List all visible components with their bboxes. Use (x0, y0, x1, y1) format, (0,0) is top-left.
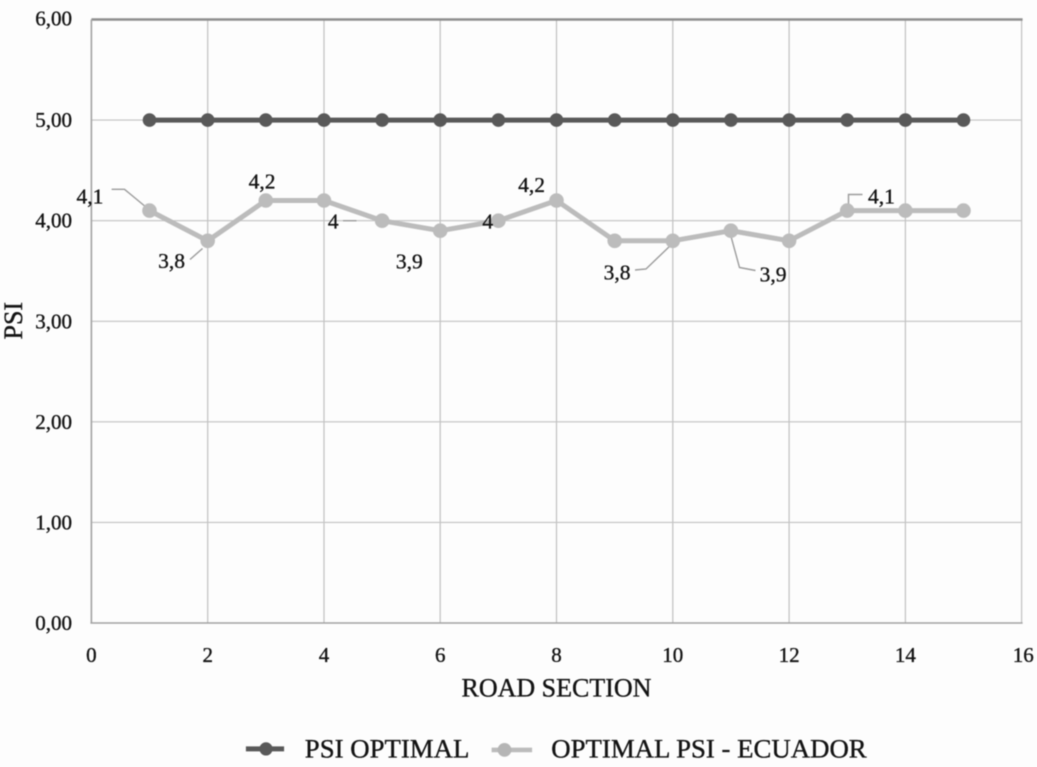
svg-text:8: 8 (551, 643, 562, 667)
svg-text:3,9: 3,9 (760, 263, 787, 287)
svg-text:14: 14 (895, 643, 917, 667)
svg-text:4,1: 4,1 (77, 184, 104, 208)
svg-text:PSI OPTIMAL: PSI OPTIMAL (305, 734, 470, 764)
svg-text:3,9: 3,9 (396, 250, 423, 274)
svg-text:1,00: 1,00 (35, 510, 72, 534)
svg-text:5,00: 5,00 (35, 108, 72, 132)
svg-text:2,00: 2,00 (35, 410, 72, 434)
svg-text:6: 6 (435, 643, 446, 667)
svg-text:12: 12 (779, 643, 800, 667)
svg-text:OPTIMAL PSI - ECUADOR: OPTIMAL PSI - ECUADOR (551, 734, 867, 764)
svg-text:2: 2 (202, 643, 213, 667)
svg-text:4: 4 (482, 209, 493, 233)
svg-text:3,8: 3,8 (604, 261, 631, 285)
svg-text:4,00: 4,00 (35, 209, 72, 233)
svg-text:4,2: 4,2 (249, 170, 276, 194)
svg-text:0,00: 0,00 (35, 611, 72, 635)
svg-text:4: 4 (328, 209, 339, 233)
svg-text:4,2: 4,2 (518, 173, 545, 197)
svg-text:3,8: 3,8 (158, 249, 185, 273)
svg-text:ROAD SECTION: ROAD SECTION (462, 674, 652, 703)
svg-text:10: 10 (662, 643, 683, 667)
svg-text:4: 4 (319, 643, 330, 667)
svg-text:3,00: 3,00 (35, 309, 72, 333)
svg-text:PSI: PSI (0, 302, 28, 340)
svg-text:0: 0 (86, 643, 97, 667)
svg-text:4,1: 4,1 (868, 185, 895, 209)
svg-text:16: 16 (1013, 643, 1034, 667)
svg-text:6,00: 6,00 (35, 7, 72, 31)
